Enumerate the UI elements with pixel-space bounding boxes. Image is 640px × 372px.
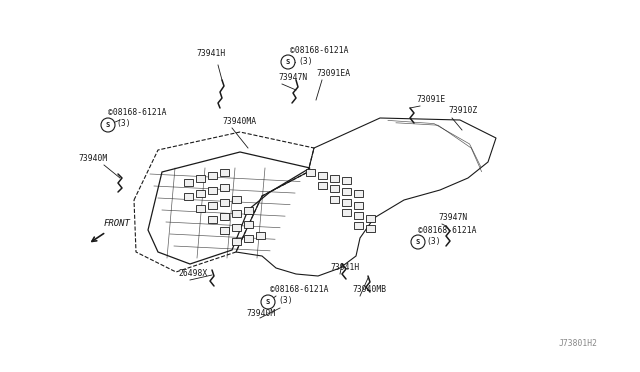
Bar (353, 189, 362, 196)
Text: (3): (3) (426, 237, 440, 246)
Bar (243, 206, 253, 214)
Bar (317, 182, 326, 189)
Bar (317, 171, 326, 179)
Bar (365, 215, 374, 221)
Text: 73947N: 73947N (438, 213, 467, 222)
Text: 73940MA: 73940MA (222, 117, 256, 126)
Bar (207, 186, 216, 193)
Bar (255, 231, 264, 238)
Bar (342, 187, 351, 195)
Text: S: S (266, 299, 270, 305)
Circle shape (411, 235, 425, 249)
Text: 73091EA: 73091EA (316, 69, 350, 78)
Circle shape (281, 55, 295, 69)
Bar (330, 185, 339, 192)
Text: ©08168-6121A: ©08168-6121A (290, 46, 349, 55)
Bar (184, 179, 193, 186)
Text: 26498X: 26498X (178, 269, 207, 278)
Bar (305, 169, 314, 176)
Bar (353, 202, 362, 208)
Bar (207, 171, 216, 179)
Bar (232, 196, 241, 202)
Text: S: S (416, 239, 420, 245)
Text: 73941H: 73941H (196, 49, 225, 58)
Bar (220, 183, 228, 190)
Text: 73091E: 73091E (416, 95, 445, 104)
Bar (220, 227, 228, 234)
Circle shape (101, 118, 115, 132)
Text: (3): (3) (298, 57, 312, 66)
Text: 73940MB: 73940MB (352, 285, 386, 294)
Bar (243, 221, 253, 228)
Bar (232, 209, 241, 217)
Text: ©08168-6121A: ©08168-6121A (418, 226, 477, 235)
Bar (243, 234, 253, 241)
Bar (195, 174, 205, 182)
Bar (195, 189, 205, 196)
Bar (207, 215, 216, 222)
Text: 73941H: 73941H (330, 263, 359, 272)
Bar (353, 212, 362, 218)
Text: S: S (286, 59, 290, 65)
Bar (220, 169, 228, 176)
Bar (342, 176, 351, 183)
Text: FRONT: FRONT (104, 219, 131, 228)
Bar (232, 237, 241, 244)
Bar (342, 199, 351, 205)
Bar (220, 212, 228, 219)
Bar (207, 202, 216, 208)
Text: (3): (3) (278, 296, 292, 305)
Text: 73940M: 73940M (246, 309, 275, 318)
Bar (232, 224, 241, 231)
Text: ©08168-6121A: ©08168-6121A (108, 108, 166, 117)
Bar (330, 196, 339, 202)
Text: (3): (3) (116, 119, 131, 128)
Text: 73910Z: 73910Z (448, 106, 477, 115)
Text: ©08168-6121A: ©08168-6121A (270, 285, 328, 294)
Text: 73947N: 73947N (278, 73, 307, 82)
Bar (365, 224, 374, 231)
Bar (342, 208, 351, 215)
Bar (184, 192, 193, 199)
Bar (353, 221, 362, 228)
Circle shape (261, 295, 275, 309)
Text: J73801H2: J73801H2 (559, 339, 598, 348)
Text: S: S (106, 122, 110, 128)
Text: 73940M: 73940M (78, 154, 108, 163)
Bar (330, 174, 339, 182)
Bar (220, 199, 228, 205)
Bar (195, 205, 205, 212)
